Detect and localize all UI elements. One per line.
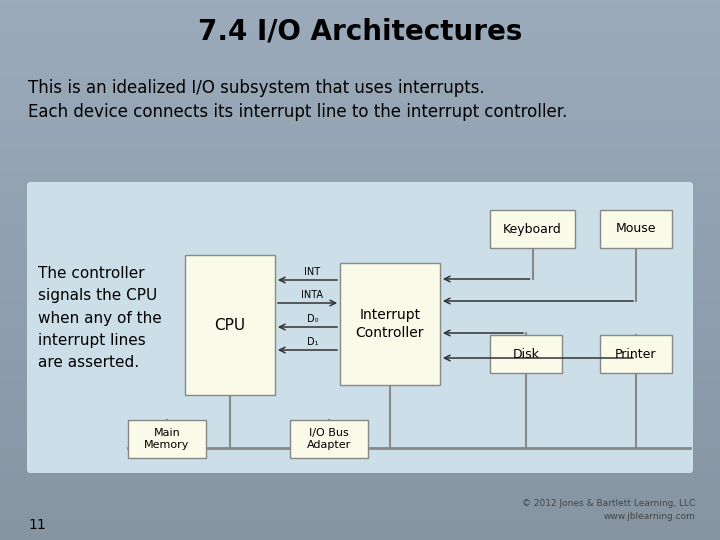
Bar	[490, 335, 562, 373]
Text: 7.4 I/O Architectures: 7.4 I/O Architectures	[198, 18, 522, 46]
Bar	[340, 263, 440, 385]
Text: Interrupt
Controller: Interrupt Controller	[356, 308, 424, 340]
Text: 11: 11	[28, 518, 46, 532]
Bar	[600, 335, 672, 373]
Bar	[128, 420, 206, 458]
Text: D₁: D₁	[307, 337, 318, 347]
Bar	[185, 255, 275, 395]
Text: INT: INT	[305, 267, 320, 277]
Text: Printer: Printer	[616, 348, 657, 361]
Text: © 2012 Jones & Bartlett Learning, LLC
www.jblearning.com: © 2012 Jones & Bartlett Learning, LLC ww…	[522, 499, 695, 521]
Text: Disk: Disk	[513, 348, 539, 361]
Text: Main
Memory: Main Memory	[144, 428, 189, 450]
FancyBboxPatch shape	[27, 182, 693, 473]
Text: I/O Bus
Adapter: I/O Bus Adapter	[307, 428, 351, 450]
Text: CPU: CPU	[215, 318, 246, 333]
Bar	[490, 210, 575, 248]
Text: Keyboard: Keyboard	[503, 222, 562, 235]
Text: Each device connects its interrupt line to the interrupt controller.: Each device connects its interrupt line …	[28, 103, 567, 121]
Text: D₀: D₀	[307, 314, 318, 324]
Text: Mouse: Mouse	[616, 222, 656, 235]
Text: This is an idealized I/O subsystem that uses interrupts.: This is an idealized I/O subsystem that …	[28, 79, 485, 97]
Text: The controller
signals the CPU
when any of the
interrupt lines
are asserted.: The controller signals the CPU when any …	[38, 266, 162, 370]
Text: INTA: INTA	[302, 290, 323, 300]
Bar	[600, 210, 672, 248]
Bar	[290, 420, 368, 458]
